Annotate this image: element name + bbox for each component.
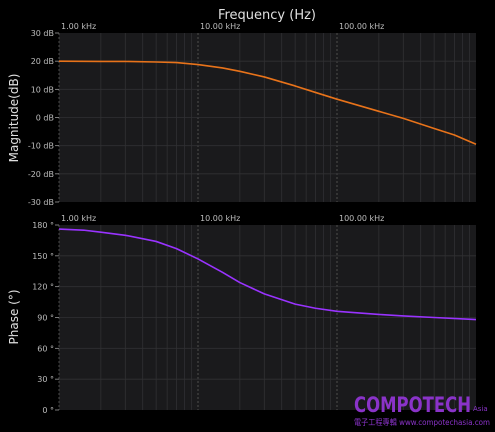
x-tick-label: 10.00 kHz bbox=[200, 214, 240, 223]
magnitude-series-line bbox=[58, 60, 477, 145]
y-tick-label: 20 dB bbox=[31, 57, 54, 66]
magnitude-x-ticks: 1.00 kHz 10.00 kHz 100.00 kHz bbox=[61, 22, 384, 31]
x-tick-label: 10.00 kHz bbox=[200, 22, 240, 31]
watermark-tagline: 電子工程專輯 www.compotechasia.com bbox=[354, 417, 490, 427]
y-tick-label: 60 ° bbox=[37, 344, 54, 353]
phase-series-line bbox=[58, 228, 477, 321]
y-tick-label: -10 dB bbox=[28, 142, 54, 151]
x-tick-label: 100.00 kHz bbox=[339, 214, 384, 223]
y-tick-label: 120 ° bbox=[32, 283, 54, 292]
frequency-axis-title: Frequency (Hz) bbox=[218, 8, 316, 23]
y-tick-label: 10 dB bbox=[31, 85, 54, 94]
y-tick-label: 180 ° bbox=[32, 221, 54, 230]
x-tick-label: 1.00 kHz bbox=[61, 22, 96, 31]
phase-grid bbox=[58, 225, 476, 410]
magnitude-axis-title: Magnitude(dB) bbox=[7, 74, 21, 163]
magnitude-y-ticks: 30 dB 20 dB 10 dB 0 dB -10 dB -20 dB -30 dB bbox=[28, 29, 59, 207]
compotech-watermark: COMPOTECH Asia 電子工程專輯 www.compotechasia.… bbox=[354, 393, 490, 427]
y-tick-label: 0 ° bbox=[42, 406, 54, 415]
magnitude-panel: 1.00 kHz 10.00 kHz 100.00 kHz 30 dB 20 dB 10… bbox=[28, 22, 477, 207]
y-tick-label: 30 ° bbox=[37, 375, 54, 384]
y-tick-label: 0 dB bbox=[36, 114, 54, 123]
phase-y-ticks: 180 ° 150 ° 120 ° 90 ° 60 ° 30 ° 0 ° bbox=[32, 221, 59, 415]
x-tick-label: 100.00 kHz bbox=[339, 22, 384, 31]
y-tick-label: -20 dB bbox=[28, 170, 54, 179]
phase-panel: 1.00 kHz 10.00 kHz 100.00 kHz 180 ° 150 ° 12… bbox=[32, 214, 477, 415]
y-tick-label: 30 dB bbox=[31, 29, 54, 38]
y-tick-label: 90 ° bbox=[37, 314, 54, 323]
x-tick-label: 1.00 kHz bbox=[61, 214, 96, 223]
y-tick-label: 150 ° bbox=[32, 252, 54, 261]
phase-axis-title: Phase (°) bbox=[7, 289, 21, 344]
phase-x-ticks: 1.00 kHz 10.00 kHz 100.00 kHz bbox=[61, 214, 384, 223]
watermark-logo-text: COMPOTECH bbox=[354, 393, 471, 417]
y-tick-label: -30 dB bbox=[28, 198, 54, 207]
watermark-logo-suffix: Asia bbox=[473, 405, 488, 413]
